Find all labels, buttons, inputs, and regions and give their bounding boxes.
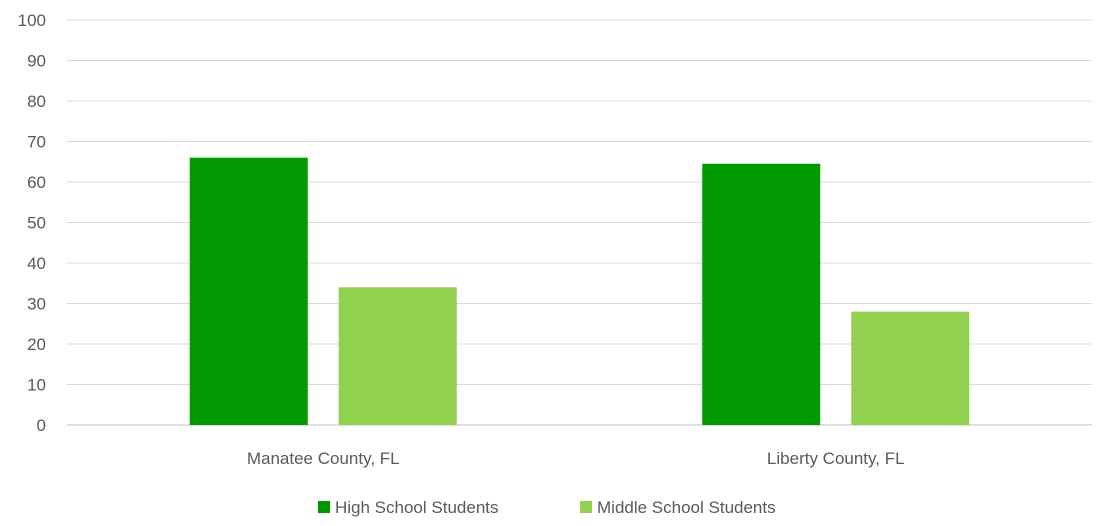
bar-middle-school-1 <box>851 311 970 425</box>
bar-high-school-0 <box>189 157 308 425</box>
legend: High School Students Middle School Studen… <box>318 498 776 517</box>
x-category-label: Liberty County, FL <box>767 449 905 468</box>
y-tick-label: 40 <box>27 254 46 273</box>
y-tick-label: 0 <box>37 416 46 435</box>
legend-swatch <box>318 501 330 513</box>
y-tick-label: 30 <box>27 295 46 314</box>
y-tick-label: 20 <box>27 335 46 354</box>
y-tick-label: 70 <box>27 133 46 152</box>
legend-label: High School Students <box>335 498 499 517</box>
y-tick-label: 90 <box>27 52 46 71</box>
bar-middle-school-0 <box>338 287 457 425</box>
y-tick-label: 10 <box>27 376 46 395</box>
y-tick-label: 50 <box>27 214 46 233</box>
legend-label: Middle School Students <box>597 498 776 517</box>
y-tick-label: 60 <box>27 173 46 192</box>
bars <box>189 157 970 425</box>
y-tick-label: 100 <box>18 11 46 30</box>
x-axis-categories: Manatee County, FL Liberty County, FL <box>247 449 905 468</box>
bar-high-school-1 <box>702 163 821 425</box>
x-category-label: Manatee County, FL <box>247 449 400 468</box>
legend-swatch <box>580 501 592 513</box>
y-tick-label: 80 <box>27 92 46 111</box>
y-axis-ticks: 0 10 20 30 40 50 60 70 80 90 100 <box>18 11 46 435</box>
